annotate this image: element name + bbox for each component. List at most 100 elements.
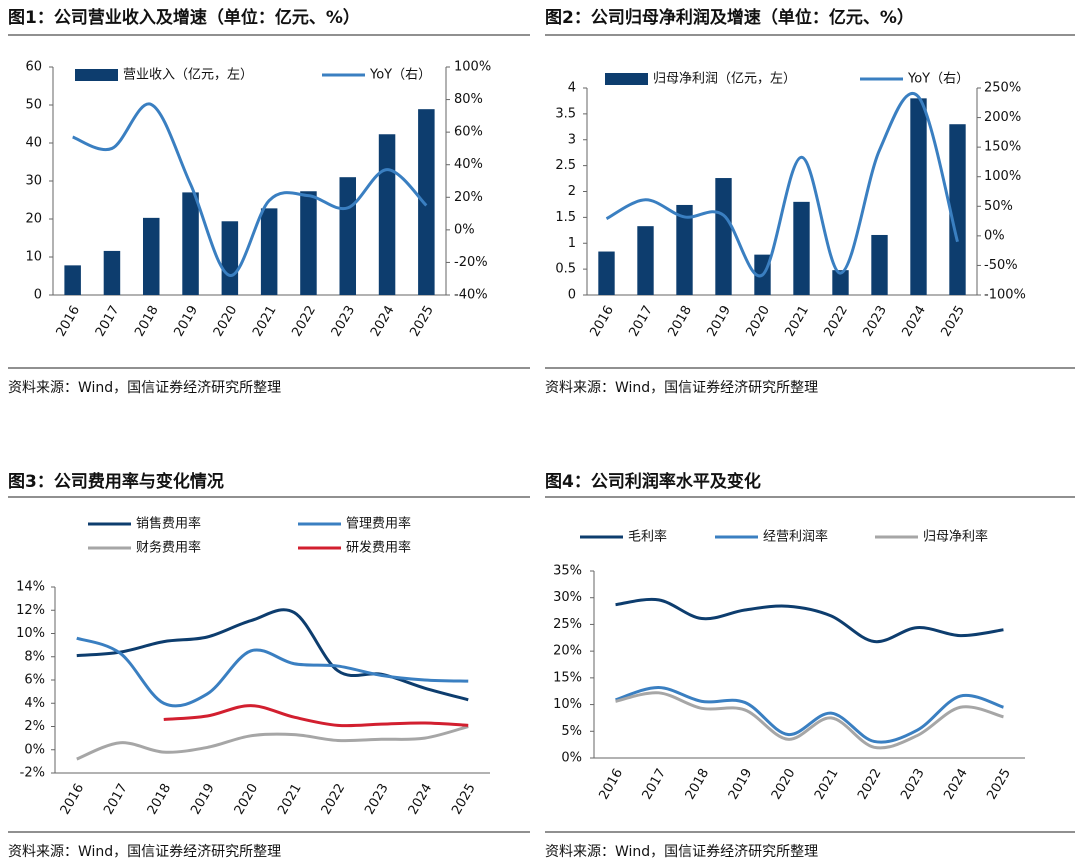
y2-tick-label: -50%: [984, 258, 1018, 273]
source-note: 资料来源：Wind，国信证券经济研究所整理: [8, 844, 281, 860]
legend-label: YoY（右）: [369, 68, 431, 83]
y2-tick-label: 100%: [984, 169, 1021, 184]
series-line: [605, 92, 959, 278]
bar: [676, 204, 693, 295]
y2-tick-label: 250%: [984, 81, 1021, 96]
y-tick-label: 6%: [24, 673, 45, 688]
x-tick-label: 2022: [855, 766, 885, 802]
bar: [339, 177, 357, 295]
y-tick-label: 0.5: [555, 262, 576, 277]
legend-label: 营业收入（亿元，左）: [123, 68, 253, 83]
y-tick-label: 0: [34, 288, 42, 303]
x-tick-label: 2019: [704, 303, 734, 339]
y-tick-label: 12%: [16, 603, 45, 618]
y2-tick-label: 200%: [984, 110, 1021, 125]
bar: [260, 208, 278, 295]
series-line: [76, 608, 469, 702]
y2-tick-label: -20%: [454, 255, 488, 270]
x-tick-label: 2017: [626, 303, 656, 339]
series-line: [76, 725, 469, 761]
y-tick-label: 10: [25, 250, 42, 265]
bar: [871, 234, 888, 295]
y2-tick-label: 100%: [454, 60, 491, 75]
x-tick-label: 2023: [860, 303, 890, 339]
x-tick-label: 2016: [587, 303, 617, 339]
x-tick-label: 2018: [683, 766, 713, 802]
bar: [949, 124, 966, 295]
x-tick-label: 2024: [406, 781, 436, 817]
x-tick-label: 2019: [172, 303, 202, 339]
legend-label: 销售费用率: [136, 516, 201, 532]
bar: [715, 178, 732, 295]
x-tick-label: 2023: [362, 781, 392, 817]
x-tick-label: 2021: [275, 781, 305, 817]
chart-title: 图3：公司费用率与变化情况: [8, 471, 224, 492]
y-tick-label: 4: [568, 81, 576, 96]
y-tick-label: 40: [25, 136, 42, 151]
y-tick-label: 3.5: [555, 106, 576, 121]
x-tick-label: 2022: [821, 303, 851, 339]
y-tick-label: 2.5: [555, 158, 576, 173]
y2-tick-label: -100%: [984, 288, 1026, 303]
bar: [832, 270, 849, 295]
y-tick-label: 30: [25, 174, 42, 189]
series-line: [76, 636, 469, 708]
x-tick-label: 2022: [319, 781, 349, 817]
y-tick-label: 0%: [24, 742, 45, 757]
series-line: [615, 685, 1004, 744]
series-line: [615, 691, 1004, 750]
legend-label: 经营利润率: [763, 529, 828, 545]
series-line: [163, 704, 469, 728]
x-tick-label: 2020: [743, 303, 773, 339]
y-tick-label: 25%: [553, 617, 582, 632]
y-tick-label: 2%: [24, 719, 45, 734]
y2-tick-label: 80%: [454, 92, 483, 107]
y2-tick-label: -40%: [454, 288, 488, 303]
y-tick-label: 14%: [16, 580, 45, 595]
x-tick-label: 2022: [289, 303, 319, 339]
y-tick-label: 20%: [553, 644, 582, 659]
x-tick-label: 2024: [941, 766, 971, 802]
y-tick-label: 2: [568, 184, 576, 199]
x-tick-label: 2021: [250, 303, 280, 339]
bar: [142, 217, 160, 295]
legend-label: YoY（右）: [907, 72, 969, 87]
bar: [103, 250, 121, 295]
x-tick-label: 2016: [597, 766, 627, 802]
bar: [637, 226, 654, 295]
source-note: 资料来源：Wind，国信证券经济研究所整理: [8, 380, 281, 396]
legend-swatch: [605, 73, 648, 85]
x-tick-label: 2017: [101, 781, 131, 817]
y-tick-label: 60: [25, 60, 42, 75]
x-tick-label: 2018: [665, 303, 695, 339]
y-tick-label: 3: [568, 132, 576, 147]
y-tick-label: 15%: [553, 670, 582, 685]
x-tick-label: 2024: [899, 303, 929, 339]
bar: [221, 221, 239, 295]
x-tick-label: 2020: [232, 781, 262, 817]
x-tick-label: 2017: [93, 303, 123, 339]
y2-tick-label: 0%: [454, 222, 475, 237]
y-tick-label: 20: [25, 212, 42, 227]
y-tick-label: 35%: [553, 564, 582, 579]
x-tick-label: 2017: [640, 766, 670, 802]
y-tick-label: 1.5: [555, 210, 576, 225]
x-tick-label: 2025: [407, 303, 437, 339]
x-tick-label: 2018: [132, 303, 162, 339]
bar: [598, 251, 615, 295]
y2-tick-label: 50%: [984, 199, 1013, 214]
legend-label: 毛利率: [628, 529, 667, 545]
legend-label: 管理费用率: [346, 516, 411, 532]
chart-title: 图1：公司营业收入及增速（单位：亿元、%）: [8, 7, 360, 28]
chart-title: 图2：公司归母净利润及增速（单位：亿元、%）: [545, 7, 914, 28]
x-tick-label: 2019: [188, 781, 218, 817]
bar: [182, 192, 199, 295]
chart-title: 图4：公司利润率水平及变化: [545, 471, 761, 492]
y-tick-label: 30%: [553, 590, 582, 605]
x-tick-label: 2016: [54, 303, 84, 339]
x-tick-label: 2018: [145, 781, 175, 817]
x-tick-label: 2025: [938, 303, 968, 339]
legend-label: 财务费用率: [136, 540, 201, 556]
x-tick-label: 2016: [58, 781, 88, 817]
